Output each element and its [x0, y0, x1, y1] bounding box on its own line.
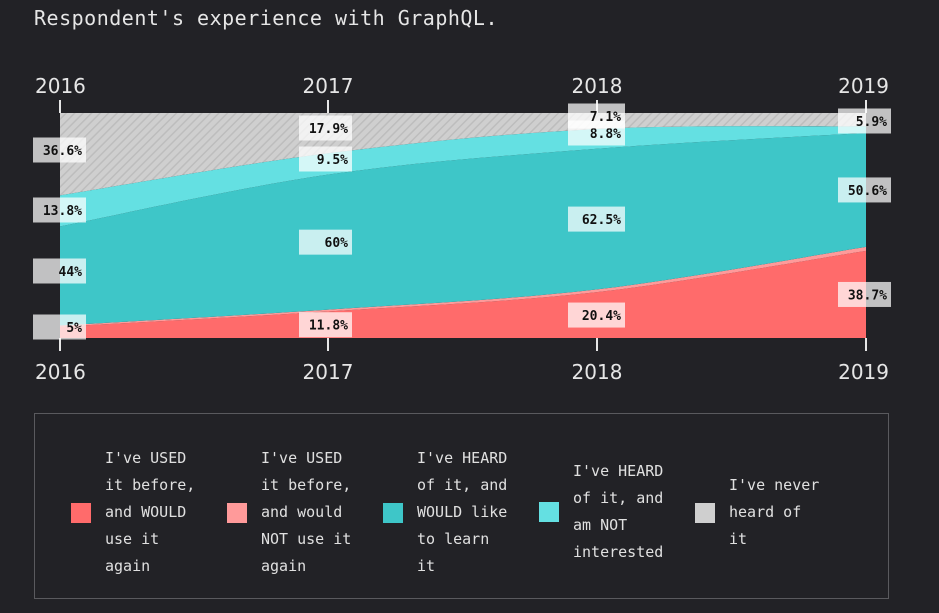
value-label: 5% — [33, 314, 86, 340]
area-never — [60, 113, 866, 196]
legend-swatch — [539, 502, 559, 522]
value-label: 17.9% — [299, 115, 352, 141]
value-label: 36.6% — [33, 137, 86, 163]
svg-text:17.9%: 17.9% — [309, 122, 348, 137]
svg-text:8.8%: 8.8% — [590, 127, 621, 142]
legend-label: I've USED it before, and WOULD use it ag… — [105, 449, 196, 575]
svg-text:44%: 44% — [59, 265, 83, 280]
area-heard_not — [60, 126, 866, 227]
value-label: 44% — [33, 258, 86, 284]
svg-text:36.6%: 36.6% — [43, 144, 82, 159]
legend-swatch — [227, 502, 247, 523]
year-label-top: 2019 — [838, 74, 889, 98]
legend-item-used-not: I've USED it before, and would NOT use i… — [227, 445, 351, 580]
chart-title: Respondent's experience with GraphQL. — [34, 6, 499, 30]
svg-text:11.8%: 11.8% — [309, 319, 348, 334]
legend-label: I've HEARD of it, and WOULD like to lear… — [417, 449, 508, 575]
legend-swatch — [71, 502, 91, 523]
legend-item-heard-would: I've HEARD of it, and WOULD like to lear… — [383, 445, 507, 580]
year-label-top: 2017 — [303, 74, 354, 98]
year-label-bottom: 2018 — [572, 360, 623, 384]
legend-label: I've USED it before, and would NOT use i… — [261, 449, 352, 575]
svg-text:38.7%: 38.7% — [848, 288, 887, 303]
legend-label: I've never heard of it — [729, 476, 820, 548]
legend-swatch — [383, 502, 403, 523]
legend-item-heard-not: I've HEARD of it, and am NOT interested — [539, 458, 663, 566]
year-label-bottom: 2017 — [303, 360, 354, 384]
year-label-bottom: 2019 — [838, 360, 889, 384]
value-label: 11.8% — [299, 312, 352, 338]
svg-text:5%: 5% — [66, 321, 82, 336]
value-label: 38.7% — [838, 281, 891, 307]
svg-text:62.5%: 62.5% — [582, 213, 621, 228]
svg-text:7.1%: 7.1% — [590, 110, 621, 125]
stacked-area-chart: 2016 2016 2017 2017 2018 2018 2019 2019 5% 11.8%… — [33, 74, 891, 384]
value-label: 9.5% — [299, 146, 352, 172]
value-label: 20.4% — [568, 302, 625, 328]
svg-text:50.6%: 50.6% — [848, 184, 887, 199]
year-label-bottom: 2016 — [35, 360, 86, 384]
value-label: 60% — [299, 229, 352, 255]
legend-item-never: I've never heard of it — [695, 472, 819, 553]
svg-text:60%: 60% — [325, 236, 349, 251]
legend: I've USED it before, and WOULD use it ag… — [34, 413, 889, 599]
legend-label: I've HEARD of it, and am NOT interested — [573, 462, 664, 561]
value-label: 13.8% — [33, 197, 86, 223]
svg-text:20.4%: 20.4% — [582, 309, 621, 324]
year-label-top: 2018 — [572, 74, 623, 98]
svg-text:5.9%: 5.9% — [856, 115, 887, 130]
value-label: 62.5% — [568, 206, 625, 232]
area-heard_would — [60, 133, 866, 326]
area-used_would — [60, 250, 866, 338]
legend-item-used-would: I've USED it before, and WOULD use it ag… — [71, 445, 195, 580]
value-label: 7.1% — [568, 103, 625, 129]
legend-swatch — [695, 502, 715, 523]
svg-text:13.8%: 13.8% — [43, 204, 82, 219]
year-label-top: 2016 — [35, 74, 86, 98]
value-label: 50.6% — [838, 177, 891, 203]
value-label: 5.9% — [838, 108, 891, 134]
svg-text:9.5%: 9.5% — [317, 153, 348, 168]
